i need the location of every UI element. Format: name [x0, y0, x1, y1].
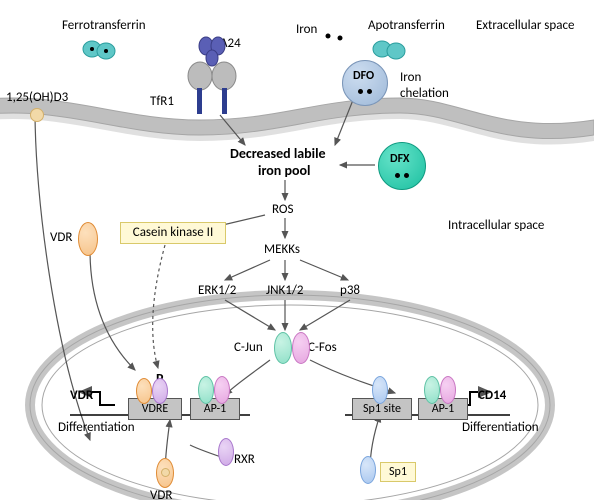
ap1-left-box: AP-1	[190, 398, 240, 420]
apotransferrin-icon	[370, 36, 410, 62]
dfo-icon: DFO	[342, 60, 388, 106]
iron-chelation-2: chelation	[400, 86, 449, 101]
sp1-label-box: Sp1	[380, 462, 416, 482]
cjun-icon	[274, 332, 292, 364]
ap1-left-text: AP-1	[204, 402, 227, 416]
d3-label: 1,25(OH)D3	[6, 90, 68, 105]
vdr-bottom-label: VDR	[150, 488, 172, 503]
diff-left-label: Differentiation	[58, 420, 135, 435]
diff-right-label: Differentiation	[462, 420, 539, 435]
dfx-icon: DFX	[378, 142, 426, 190]
dfx-text: DFX	[390, 152, 410, 166]
vdr-cyto-icon	[78, 222, 98, 256]
iron-dots-icon	[324, 30, 354, 42]
jnk-label: JNK1/2	[266, 283, 304, 298]
vdre-text: VDRE	[142, 402, 169, 416]
intracellular-label: Intracellular space	[448, 218, 544, 233]
vdr-cyto-label: VDR	[50, 230, 72, 245]
cfos-on-ap1-right	[440, 376, 456, 404]
ferrotransferrin-label: Ferrotransferrin	[62, 18, 146, 33]
cfos-on-ap1-left	[214, 376, 230, 404]
sp1site-text: Sp1 site	[363, 402, 401, 416]
vdr-on-vdre-1	[136, 378, 152, 404]
decreased-1: Decreased labile	[230, 145, 326, 162]
rxr-icon	[218, 438, 234, 466]
sp1-on-site	[372, 376, 388, 404]
d3-icon	[30, 108, 44, 122]
ferrotransferrin-icon	[80, 36, 120, 62]
cjun-label: C-Jun	[234, 340, 263, 355]
iron-label: Iron	[296, 22, 317, 37]
iron-chelation-1: Iron	[400, 70, 421, 85]
cjun-on-ap1-right	[424, 376, 440, 404]
tfr1-label: TfR1	[150, 94, 174, 109]
casein-text: Casein kinase II	[133, 225, 213, 240]
tfr1-a24-icon	[178, 36, 248, 116]
p38-label: p38	[340, 283, 360, 298]
cd14-label: CD14	[478, 388, 506, 403]
decreased-2: iron pool	[258, 162, 310, 179]
cfos-label: C-Fos	[308, 340, 337, 355]
erk-label: ERK1/2	[198, 283, 236, 298]
rxr-label: RXR	[234, 452, 255, 467]
apotransferrin-label: Apotransferrin	[368, 18, 445, 33]
sp1-icon	[360, 456, 376, 484]
vdr-gene-label: VDR	[70, 388, 93, 403]
dfo-text: DFO	[353, 69, 374, 83]
vdr-bottom-icon	[156, 458, 174, 488]
ap1-right-text: AP-1	[432, 402, 455, 416]
casein-box: Casein kinase II	[120, 222, 226, 244]
cfos-icon	[292, 332, 310, 364]
ros-label: ROS	[272, 202, 294, 217]
rxr-on-vdre	[152, 378, 168, 404]
cjun-on-ap1-left	[198, 376, 214, 404]
extracellular-label: Extracellular space	[476, 18, 574, 33]
mekks-label: MEKKs	[264, 242, 300, 257]
sp1-text: Sp1	[389, 465, 407, 479]
